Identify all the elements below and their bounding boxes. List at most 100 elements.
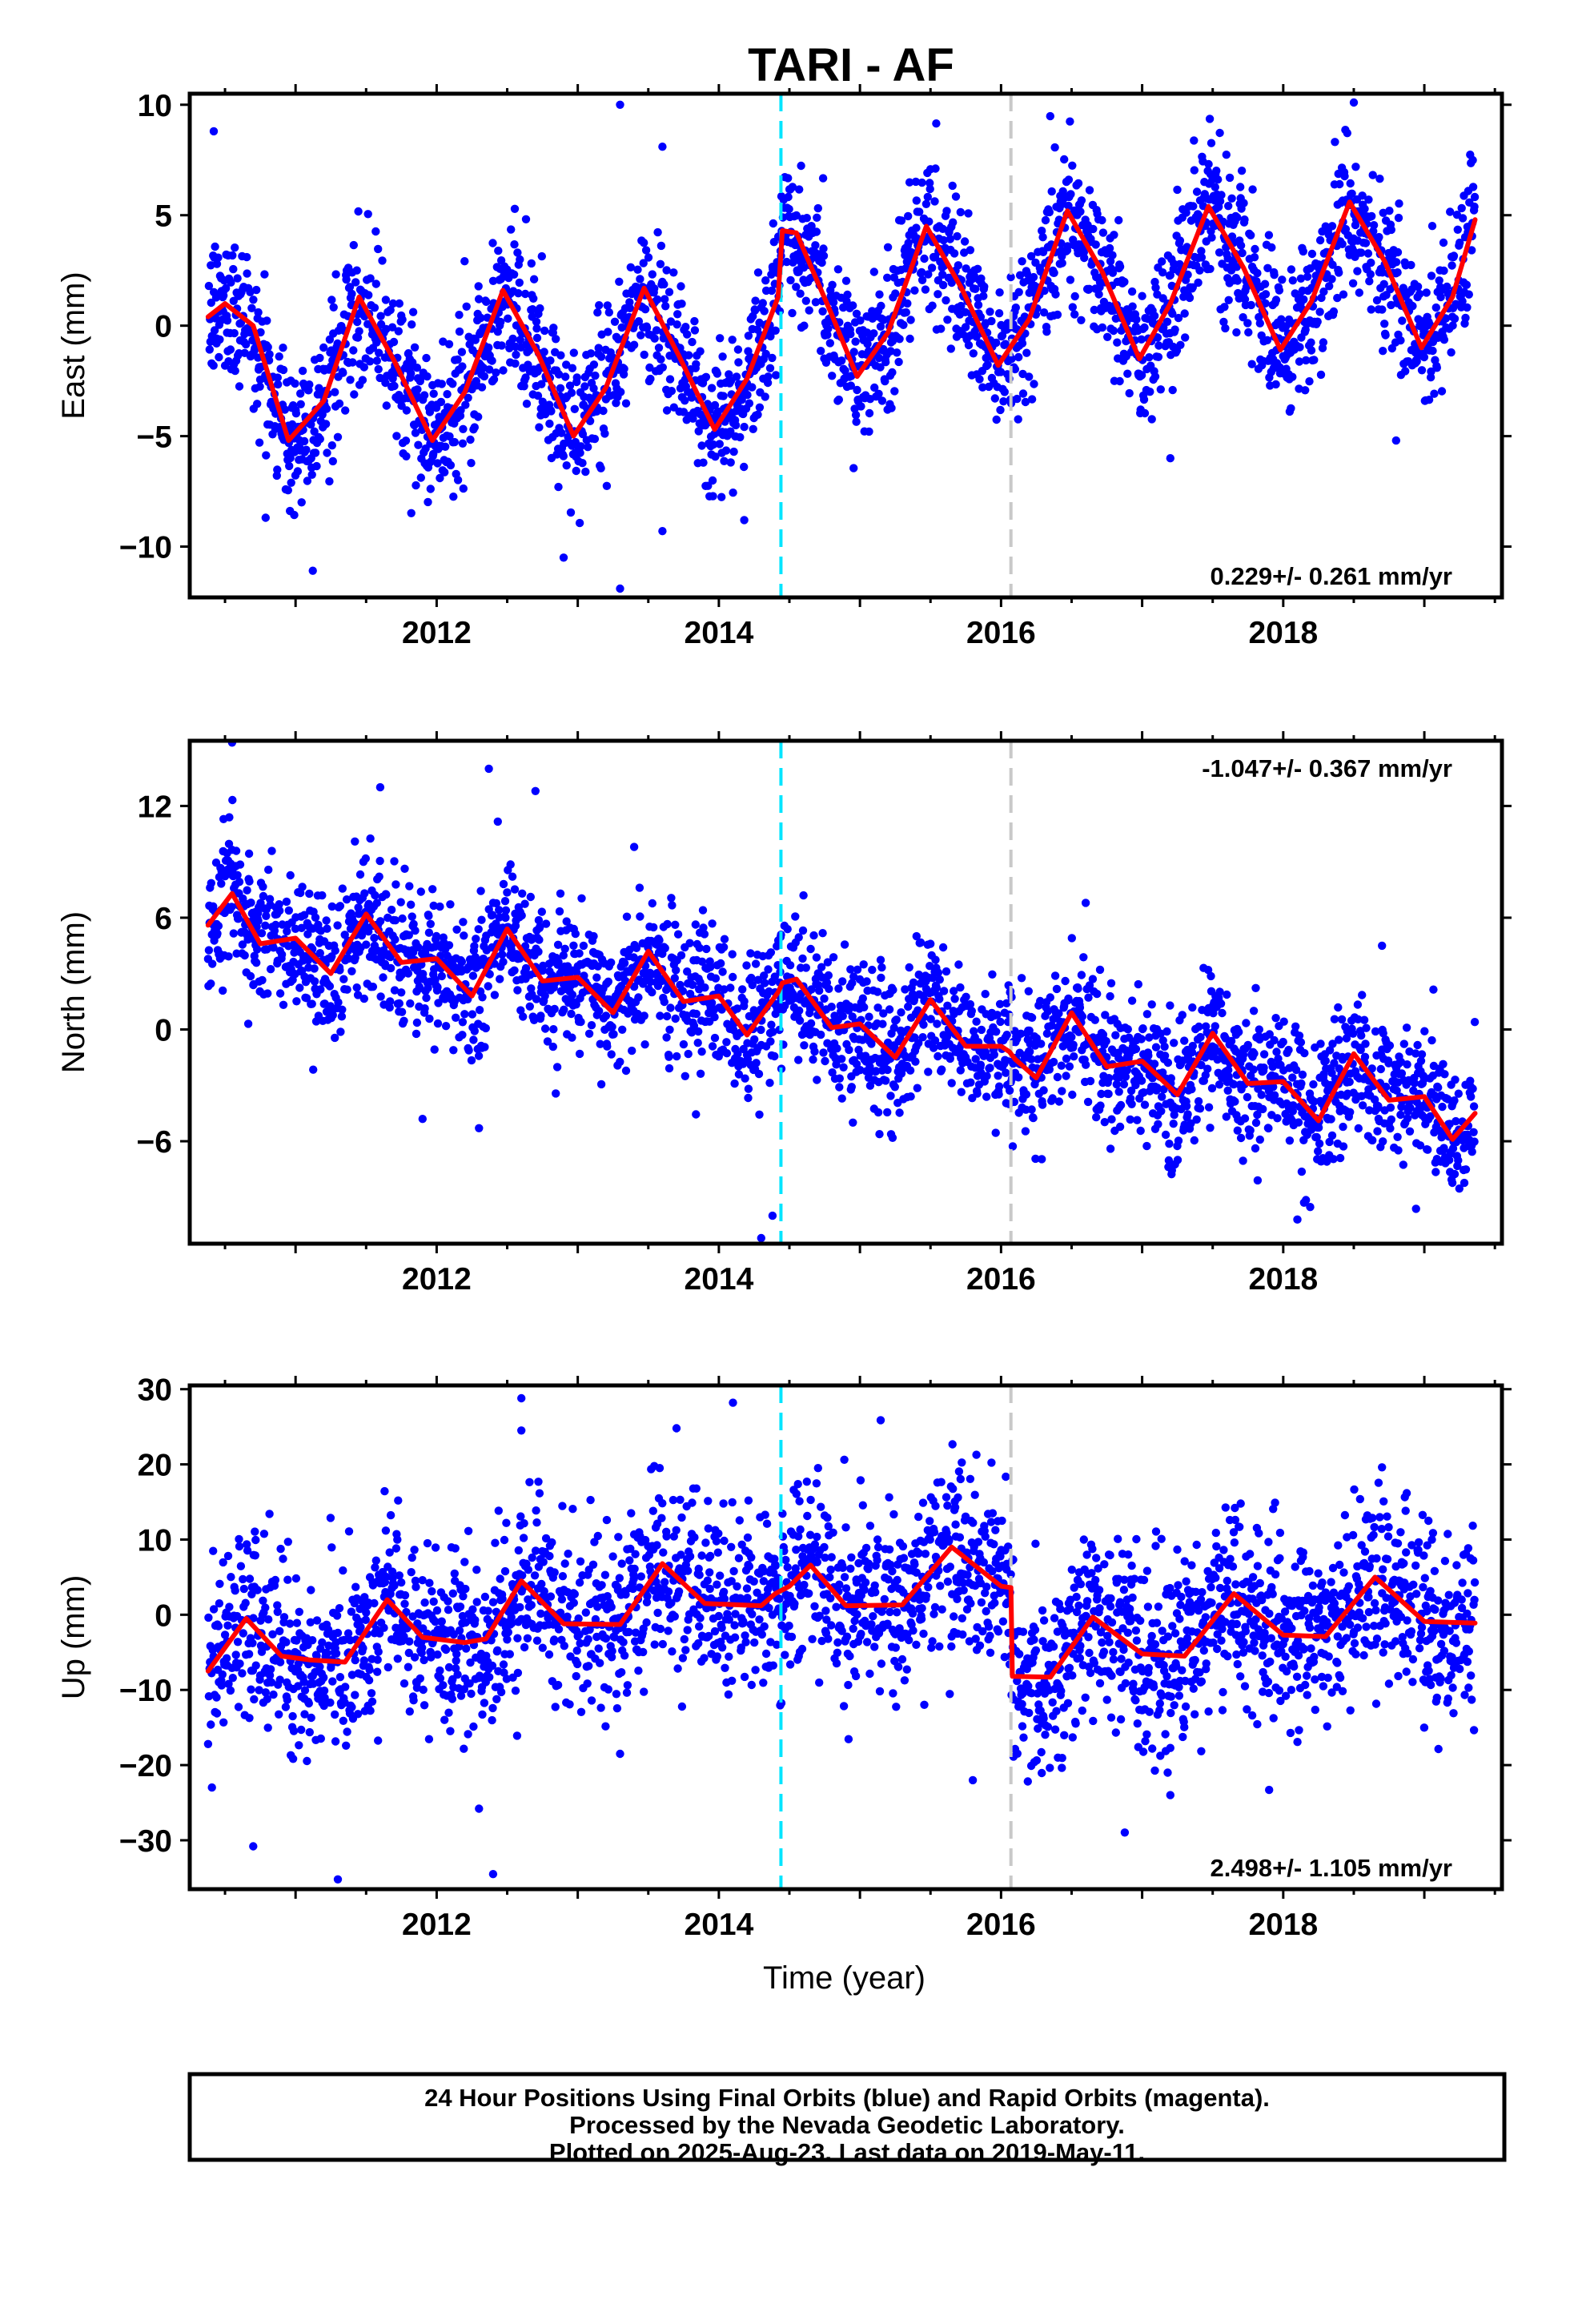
- data-point: [1439, 238, 1448, 247]
- data-point: [618, 1025, 627, 1035]
- data-point: [869, 329, 878, 338]
- data-point: [349, 240, 358, 250]
- data-point: [1449, 251, 1459, 260]
- data-point: [394, 327, 403, 336]
- data-point: [671, 1014, 680, 1023]
- data-point: [521, 373, 530, 382]
- data-point: [430, 1045, 439, 1054]
- data-point: [595, 301, 604, 310]
- data-point: [556, 351, 565, 360]
- data-point: [1150, 312, 1159, 320]
- data-point: [846, 965, 855, 974]
- data-point: [987, 316, 996, 326]
- data-point: [1015, 271, 1025, 279]
- data-point: [1190, 136, 1199, 145]
- data-point: [229, 264, 238, 274]
- data-point: [1173, 185, 1182, 195]
- data-point: [1255, 319, 1265, 328]
- data-point: [374, 244, 383, 254]
- data-point: [510, 204, 520, 213]
- data-point: [529, 275, 539, 283]
- data-point: [895, 1108, 904, 1117]
- data-point: [228, 251, 237, 260]
- data-point: [452, 925, 461, 935]
- data-point: [291, 409, 301, 418]
- data-point: [957, 301, 966, 311]
- data-point: [540, 991, 549, 1000]
- data-point: [1192, 187, 1202, 196]
- data-point: [575, 518, 584, 528]
- data-point: [1360, 204, 1369, 213]
- data-point: [291, 379, 299, 388]
- data-point: [1176, 340, 1185, 349]
- data-point: [1062, 1054, 1071, 1063]
- data-point: [640, 1011, 648, 1020]
- data-point: [1458, 214, 1468, 223]
- data-point: [783, 925, 792, 934]
- data-point: [905, 334, 914, 344]
- data-point: [1067, 934, 1077, 943]
- data-point: [1366, 270, 1375, 279]
- data-point: [949, 218, 958, 227]
- data-point: [352, 983, 361, 992]
- data-point: [828, 372, 837, 380]
- data-point: [721, 446, 731, 455]
- data-point: [569, 348, 578, 357]
- data-point: [1319, 287, 1328, 296]
- data-point: [345, 283, 355, 292]
- data-point: [390, 381, 399, 391]
- data-point: [616, 1057, 624, 1067]
- data-point: [420, 1004, 429, 1013]
- data-point: [1168, 385, 1177, 395]
- data-point: [1067, 1032, 1076, 1042]
- data-point: [499, 957, 508, 967]
- data-point: [254, 916, 263, 926]
- data-point: [565, 381, 575, 390]
- data-point: [1233, 276, 1243, 285]
- data-point: [416, 887, 425, 896]
- y-tick-label: −10: [119, 531, 172, 565]
- data-point: [1104, 1074, 1114, 1083]
- data-point: [1185, 293, 1195, 303]
- data-point: [628, 1046, 636, 1055]
- outlier-point: [1391, 436, 1401, 445]
- data-point: [950, 987, 958, 995]
- data-point: [1000, 388, 1010, 396]
- data-point: [488, 239, 497, 247]
- model-fit-line: [205, 199, 1478, 444]
- data-point: [390, 857, 399, 866]
- data-point: [1447, 261, 1456, 270]
- data-point: [1271, 296, 1281, 304]
- data-point: [1038, 227, 1046, 235]
- data-point: [1235, 1027, 1243, 1036]
- data-point: [751, 296, 760, 305]
- data-point: [1188, 283, 1198, 292]
- data-point: [1182, 208, 1191, 217]
- data-point: [728, 950, 737, 959]
- data-point: [262, 451, 271, 460]
- data-point: [690, 326, 700, 335]
- data-point: [412, 1018, 422, 1027]
- data-point: [595, 1007, 604, 1015]
- data-point: [594, 344, 603, 352]
- data-point: [319, 343, 328, 352]
- data-point: [343, 985, 351, 994]
- data-point: [913, 1084, 922, 1092]
- data-point: [259, 891, 268, 901]
- data-point: [576, 1017, 585, 1027]
- data-point: [1367, 211, 1376, 221]
- data-point: [366, 834, 375, 843]
- data-point: [246, 971, 255, 981]
- data-point: [667, 894, 676, 903]
- data-point: [873, 1003, 882, 1012]
- data-point: [375, 856, 384, 866]
- data-point: [231, 846, 241, 855]
- data-point: [424, 983, 432, 992]
- data-point: [626, 263, 635, 271]
- data-point: [1082, 1060, 1090, 1069]
- data-point: [572, 1000, 580, 1009]
- data-point: [1329, 307, 1339, 316]
- data-point: [906, 1092, 915, 1101]
- data-point: [540, 1024, 550, 1033]
- data-point: [302, 445, 311, 454]
